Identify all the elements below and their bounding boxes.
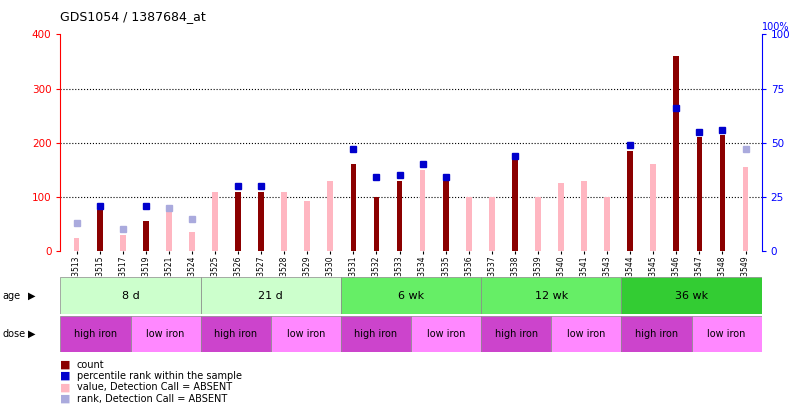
- Bar: [189, 232, 195, 251]
- Bar: [97, 211, 102, 251]
- Bar: [627, 151, 633, 251]
- Text: ■: ■: [60, 360, 71, 369]
- Bar: [481, 316, 551, 352]
- Bar: [212, 192, 218, 251]
- Bar: [604, 197, 610, 251]
- Bar: [235, 192, 241, 251]
- Bar: [692, 316, 762, 352]
- Text: high iron: high iron: [74, 329, 117, 339]
- Bar: [73, 238, 80, 251]
- Bar: [60, 277, 201, 314]
- Bar: [373, 197, 380, 251]
- Bar: [305, 201, 310, 251]
- Bar: [351, 164, 356, 251]
- Text: 36 wk: 36 wk: [675, 291, 708, 301]
- Bar: [281, 192, 287, 251]
- Bar: [442, 181, 449, 251]
- Bar: [60, 316, 131, 352]
- Bar: [551, 316, 621, 352]
- Bar: [512, 156, 517, 251]
- Text: value, Detection Call = ABSENT: value, Detection Call = ABSENT: [77, 382, 231, 392]
- Text: GDS1054 / 1387684_at: GDS1054 / 1387684_at: [60, 10, 206, 23]
- Text: low iron: low iron: [147, 329, 185, 339]
- Text: high iron: high iron: [214, 329, 257, 339]
- Bar: [271, 316, 341, 352]
- Text: low iron: low iron: [287, 329, 325, 339]
- Text: 21 d: 21 d: [259, 291, 283, 301]
- Bar: [327, 181, 333, 251]
- Bar: [621, 316, 692, 352]
- Text: ■: ■: [60, 382, 71, 392]
- Text: 8 d: 8 d: [122, 291, 139, 301]
- Text: 6 wk: 6 wk: [398, 291, 424, 301]
- Text: dose: dose: [2, 329, 26, 339]
- Bar: [166, 211, 172, 251]
- Text: percentile rank within the sample: percentile rank within the sample: [77, 371, 242, 381]
- Text: high iron: high iron: [355, 329, 397, 339]
- Text: ■: ■: [60, 371, 71, 381]
- Bar: [258, 192, 264, 251]
- Text: 12 wk: 12 wk: [534, 291, 568, 301]
- Bar: [201, 316, 271, 352]
- Bar: [420, 170, 426, 251]
- Bar: [120, 235, 126, 251]
- Bar: [411, 316, 481, 352]
- Text: low iron: low iron: [427, 329, 465, 339]
- Text: age: age: [2, 291, 20, 301]
- Bar: [696, 137, 702, 251]
- Bar: [581, 181, 587, 251]
- Text: ▶: ▶: [28, 291, 35, 301]
- Text: rank, Detection Call = ABSENT: rank, Detection Call = ABSENT: [77, 394, 226, 403]
- Text: low iron: low iron: [567, 329, 605, 339]
- Text: ▶: ▶: [28, 329, 35, 339]
- Text: ■: ■: [60, 394, 71, 403]
- Bar: [397, 181, 402, 251]
- Text: low iron: low iron: [708, 329, 746, 339]
- Bar: [341, 277, 481, 314]
- Text: 100%: 100%: [762, 22, 789, 32]
- Bar: [420, 181, 426, 251]
- Bar: [131, 316, 201, 352]
- Text: high iron: high iron: [495, 329, 538, 339]
- Bar: [143, 221, 148, 251]
- Bar: [558, 183, 564, 251]
- Bar: [674, 56, 679, 251]
- Bar: [720, 134, 725, 251]
- Text: high iron: high iron: [635, 329, 678, 339]
- Bar: [535, 197, 541, 251]
- Bar: [341, 316, 411, 352]
- Bar: [489, 197, 495, 251]
- Bar: [621, 277, 762, 314]
- Bar: [481, 277, 621, 314]
- Bar: [742, 167, 749, 251]
- Bar: [466, 197, 472, 251]
- Bar: [201, 277, 341, 314]
- Text: count: count: [77, 360, 104, 369]
- Bar: [650, 164, 656, 251]
